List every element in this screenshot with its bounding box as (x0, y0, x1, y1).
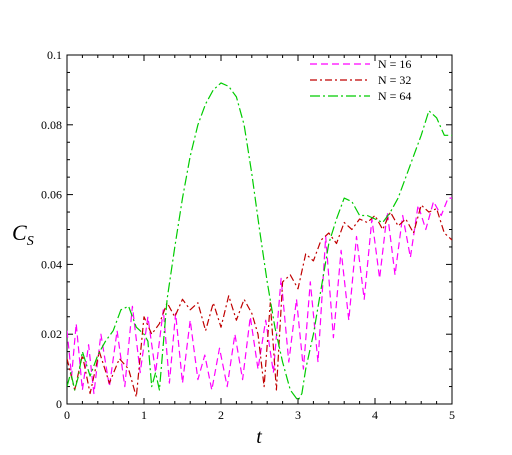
x-axis-label: t (256, 426, 262, 448)
y-axis-label-subscript: S (27, 234, 34, 249)
y-axis-ticks: 0 0.02 0.04 0.06 0.08 0.1 (41, 48, 452, 411)
y-tick-label: 0.02 (41, 327, 62, 341)
x-tick-label: 0 (64, 408, 70, 422)
series-line-n64 (67, 82, 452, 402)
y-tick-label: 0.06 (41, 188, 62, 202)
legend-entry-label: N = 32 (378, 73, 411, 87)
x-tick-label: 5 (449, 408, 455, 422)
y-axis-label: CS (12, 220, 34, 249)
x-tick-label: 3 (295, 408, 301, 422)
series-line-n16 (67, 197, 452, 395)
x-tick-label: 1 (141, 408, 147, 422)
y-tick-label: 0.04 (41, 257, 62, 271)
legend-entry-label: N = 64 (378, 89, 411, 103)
y-axis-label-main: C (12, 220, 27, 245)
series-layer (67, 82, 452, 402)
x-tick-label: 4 (372, 408, 378, 422)
legend: N = 16 N = 32 N = 64 (310, 57, 411, 103)
y-tick-label: 0 (56, 397, 62, 411)
legend-entry-label: N = 16 (378, 57, 411, 71)
series-line-n32 (67, 204, 452, 398)
y-tick-label: 0.1 (47, 48, 62, 62)
y-tick-label: 0.08 (41, 118, 62, 132)
x-axis-ticks: 0 1 2 3 4 5 (64, 55, 455, 422)
x-tick-label: 2 (218, 408, 224, 422)
